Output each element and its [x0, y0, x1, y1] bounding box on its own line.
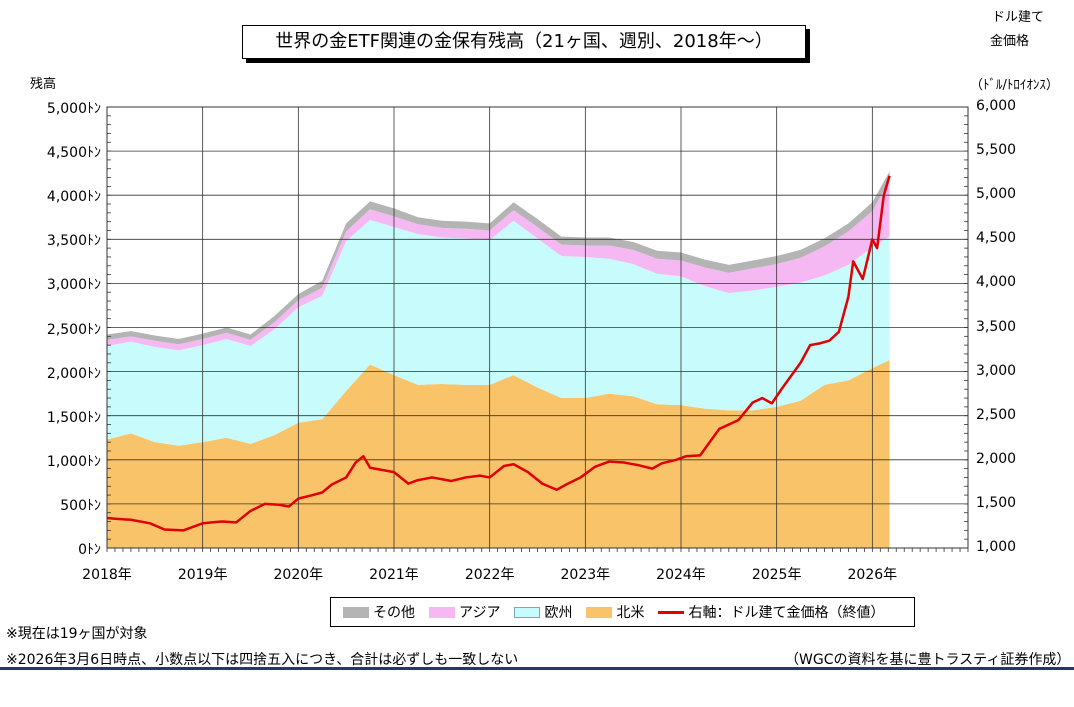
legend-item-na: 北米 — [586, 602, 644, 622]
right-tick-label: 1,500 — [976, 494, 1017, 511]
x-tick-label: 2021年 — [369, 567, 419, 583]
left-tick-label: 0ﾄﾝ — [78, 542, 101, 558]
right-axis-label-2: 金価格 — [990, 34, 1030, 49]
left-tick-label: 1,000ﾄﾝ — [46, 453, 101, 470]
legend-label-other: その他 — [373, 605, 415, 621]
area-na — [107, 360, 890, 548]
left-tick-label: 2,500ﾄﾝ — [46, 321, 101, 338]
right-tick-label: 6,000 — [976, 98, 1017, 114]
legend-label-gold: 右軸：ドル建て金価格（終値） — [688, 605, 885, 621]
area-europe — [107, 219, 890, 446]
right-tick-label: 3,000 — [976, 362, 1017, 379]
legend-item-other: その他 — [343, 602, 415, 622]
left-tick-label: 500ﾄﾝ — [60, 497, 101, 514]
gold-price-line — [106, 175, 891, 532]
legend: その他 アジア 欧州 北米 右軸：ドル建て金価格（終値） — [330, 597, 915, 627]
note-date: ※2026年3月6日時点、小数点以下は四捨五入につき、合計は必ずしも一致しない — [6, 652, 519, 668]
legend-swatch-asia — [429, 606, 455, 618]
left-tick-label: 4,500ﾄﾝ — [46, 145, 101, 162]
legend-label-asia: アジア — [459, 605, 501, 621]
chart-title: 世界の金ETF関連の金保有残高（21ヶ国、週別、2018年～） — [242, 25, 806, 59]
legend-item-asia: アジア — [429, 602, 500, 622]
right-tick-label: 2,500 — [976, 406, 1017, 423]
x-tick-label: 2018年 — [82, 567, 132, 583]
legend-item-gold: 右軸：ドル建て金価格（終値） — [658, 602, 884, 622]
gold-price-series — [106, 175, 891, 532]
legend-swatch-other — [343, 606, 369, 618]
left-tick-label: 1,500ﾄﾝ — [46, 409, 101, 426]
x-tick-label: 2025年 — [751, 567, 802, 583]
right-axis-label-3: （ﾄﾞﾙ/ﾄﾛｲｵﾝｽ） — [970, 78, 1059, 93]
right-tick-label: 5,500 — [976, 142, 1017, 159]
left-tick-label: 5,000ﾄﾝ — [46, 101, 101, 117]
right-tick-label: 2,000 — [976, 450, 1017, 467]
x-tick-label: 2019年 — [177, 567, 228, 583]
axes — [106, 106, 969, 552]
left-tick-label: 4,000ﾄﾝ — [46, 189, 101, 206]
x-tick-label: 2026年 — [847, 567, 898, 583]
right-tick-label: 4,000 — [976, 274, 1017, 291]
note-source: （WGCの資料を基に豊トラスティ証券作成） — [785, 652, 1071, 668]
right-tick-label: 1,000 — [976, 539, 1017, 555]
legend-item-europe: 欧州 — [514, 602, 572, 622]
left-tick-label: 2,000ﾄﾝ — [46, 365, 101, 382]
x-tick-label: 2022年 — [464, 567, 515, 583]
right-tick-label: 3,500 — [976, 318, 1017, 335]
legend-swatch-na — [586, 606, 613, 618]
right-axis-label-1: ドル建て — [992, 10, 1045, 25]
x-tick-label: 2023年 — [560, 567, 611, 583]
right-tick-label: 4,500 — [976, 230, 1017, 247]
x-tick-label: 2024年 — [656, 567, 706, 583]
right-tick-label: 5,000 — [976, 186, 1017, 203]
left-tick-label: 3,500ﾄﾝ — [46, 233, 101, 250]
bottom-rule — [0, 667, 1074, 670]
stacked-areas — [107, 171, 890, 548]
left-axis-label: 残高 — [30, 77, 57, 92]
legend-label-europe: 欧州 — [544, 605, 573, 621]
note-countries: ※現在は19ヶ国が対象 — [6, 626, 148, 642]
legend-swatch-gold — [658, 610, 685, 614]
x-tick-label: 2020年 — [273, 567, 324, 583]
legend-swatch-europe — [514, 606, 541, 618]
legend-label-na: 北米 — [616, 605, 645, 621]
left-tick-label: 3,000ﾄﾝ — [46, 277, 101, 294]
